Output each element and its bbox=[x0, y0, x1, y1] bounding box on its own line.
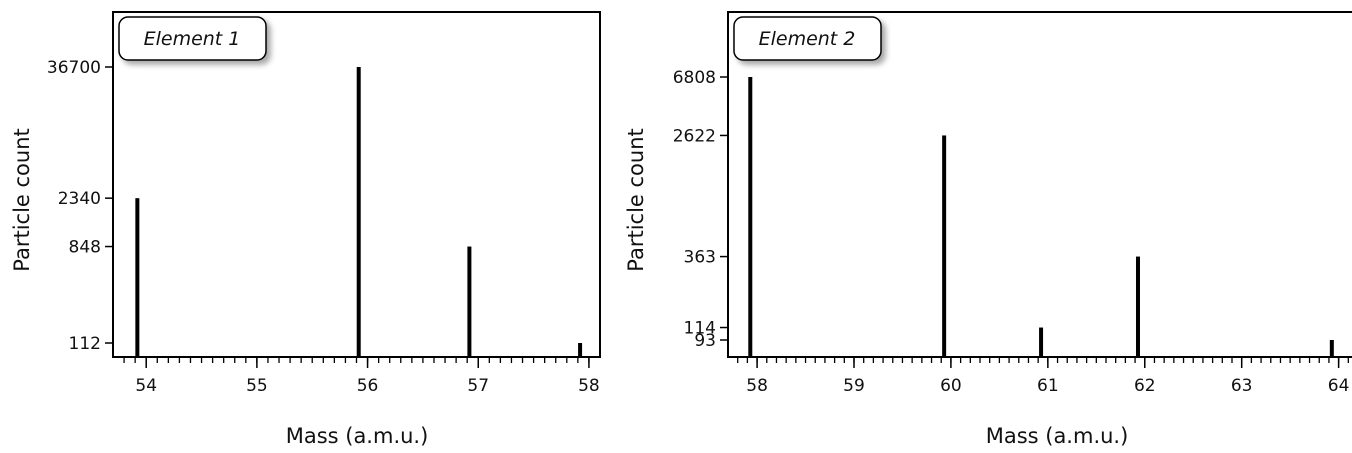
bar bbox=[578, 343, 583, 357]
bar bbox=[942, 135, 947, 357]
x-tick-label: 64 bbox=[1328, 376, 1350, 396]
x-tick-label: 63 bbox=[1231, 376, 1253, 396]
bar bbox=[1135, 256, 1140, 357]
bar bbox=[1329, 340, 1334, 357]
x-tick-label: 56 bbox=[357, 376, 379, 396]
legend-tag-box bbox=[118, 16, 267, 61]
x-ticks: 54 55 56 57 58 bbox=[135, 357, 600, 396]
y-tick-label: 2340 bbox=[58, 189, 101, 209]
y-tick-label: 2622 bbox=[673, 126, 716, 146]
x-ticks: 58 59 60 61 62 63 64 bbox=[746, 357, 1349, 396]
y-tick-label: 36700 bbox=[47, 58, 101, 78]
bar bbox=[748, 77, 753, 357]
x-tick-label: 60 bbox=[940, 376, 962, 396]
legend-tag bbox=[733, 16, 882, 61]
plot-frame bbox=[727, 11, 1352, 358]
y-tick-label: 114 bbox=[684, 319, 716, 339]
x-tick-label: 57 bbox=[467, 376, 489, 396]
bar bbox=[135, 198, 140, 357]
x-tick-label: 62 bbox=[1134, 376, 1156, 396]
y-tick-label: 363 bbox=[684, 248, 716, 268]
bar bbox=[356, 67, 361, 357]
y-tick-label: 112 bbox=[69, 334, 101, 354]
panel-element-1: 54 55 56 57 58 112 848 2340 36700 Element 1 Par… bbox=[10, 11, 601, 448]
legend-tag-label: Element 1 bbox=[144, 28, 241, 50]
x-tick-label: 59 bbox=[843, 376, 865, 396]
y-axis-title: Particle count bbox=[10, 128, 34, 272]
x-axis-title: Mass (a.m.u.) bbox=[286, 424, 429, 448]
y-axis-title: Particle count bbox=[624, 128, 648, 272]
bars bbox=[135, 67, 583, 357]
bar bbox=[467, 246, 472, 357]
x-axis-title: Mass (a.m.u.) bbox=[986, 424, 1129, 448]
x-tick-label: 58 bbox=[578, 376, 600, 396]
x-tick-label: 55 bbox=[246, 376, 268, 396]
plot-frame bbox=[112, 11, 601, 358]
bar bbox=[1039, 327, 1044, 357]
y-tick-label: 6808 bbox=[673, 68, 716, 88]
x-tick-label: 58 bbox=[746, 376, 768, 396]
y-ticks: 112 848 2340 36700 bbox=[47, 58, 113, 354]
legend-tag-label: Element 2 bbox=[759, 28, 856, 50]
legend-tag-box bbox=[733, 16, 882, 61]
y-tick-label: 93 bbox=[694, 331, 716, 351]
y-tick-label: 848 bbox=[69, 238, 101, 258]
x-tick-label: 54 bbox=[135, 376, 157, 396]
legend-tag bbox=[118, 16, 267, 61]
x-tick-label: 61 bbox=[1037, 376, 1059, 396]
bars bbox=[748, 77, 1334, 357]
